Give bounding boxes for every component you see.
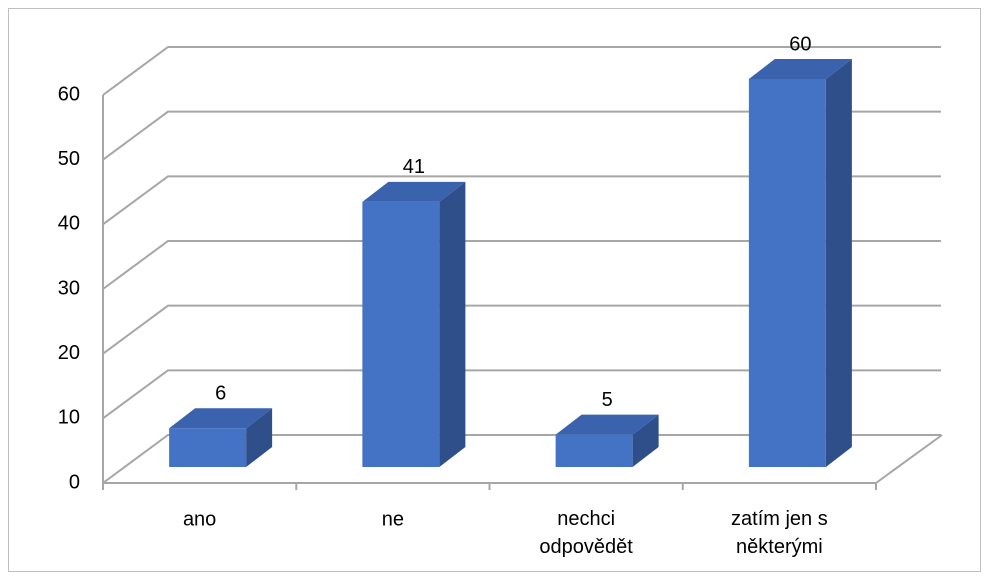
grid-line bbox=[102, 175, 941, 226]
bar-side bbox=[825, 59, 852, 467]
y-tick-label: 50 bbox=[58, 148, 80, 170]
grid-line bbox=[102, 46, 941, 96]
x-tick-label-line: nechci bbox=[557, 508, 615, 530]
y-tick-label: 20 bbox=[58, 342, 80, 364]
bar bbox=[169, 428, 247, 467]
x-tick-label-line: odpovědět bbox=[539, 536, 633, 558]
bar-side bbox=[632, 414, 659, 467]
y-tick-label: 40 bbox=[58, 213, 80, 235]
grid-line bbox=[102, 434, 941, 484]
grid-line bbox=[102, 369, 941, 420]
value-label: 6 bbox=[215, 382, 226, 404]
y-tick-label: 10 bbox=[58, 407, 80, 429]
x-tick-label: zatím jen s některými bbox=[731, 508, 828, 558]
x-tick-label-line: některými bbox=[736, 536, 823, 558]
y-tick-label: 30 bbox=[58, 277, 80, 299]
grid-line bbox=[102, 304, 941, 355]
x-tick-label-line: zatím jen s bbox=[731, 508, 828, 530]
bar-top bbox=[555, 414, 659, 435]
bar-side bbox=[439, 181, 466, 467]
x-tick-label: ne bbox=[382, 508, 404, 530]
bar-top bbox=[169, 408, 273, 429]
floor-right bbox=[875, 434, 943, 484]
bar-side bbox=[246, 408, 273, 467]
bar-top bbox=[748, 59, 852, 79]
grid-line bbox=[102, 240, 941, 290]
x-tick-label: nechci odpovědět bbox=[539, 508, 633, 558]
grid-line bbox=[102, 110, 941, 161]
bar bbox=[748, 79, 826, 467]
bar bbox=[555, 434, 633, 467]
value-label: 5 bbox=[602, 389, 613, 411]
value-label: 60 bbox=[789, 33, 811, 55]
x-tick-label: ano bbox=[183, 508, 216, 530]
y-tick-label: 0 bbox=[69, 471, 80, 493]
bar bbox=[362, 201, 440, 467]
bar-top bbox=[362, 181, 466, 202]
y-tick-label: 60 bbox=[58, 83, 80, 105]
value-label: 41 bbox=[403, 156, 425, 178]
